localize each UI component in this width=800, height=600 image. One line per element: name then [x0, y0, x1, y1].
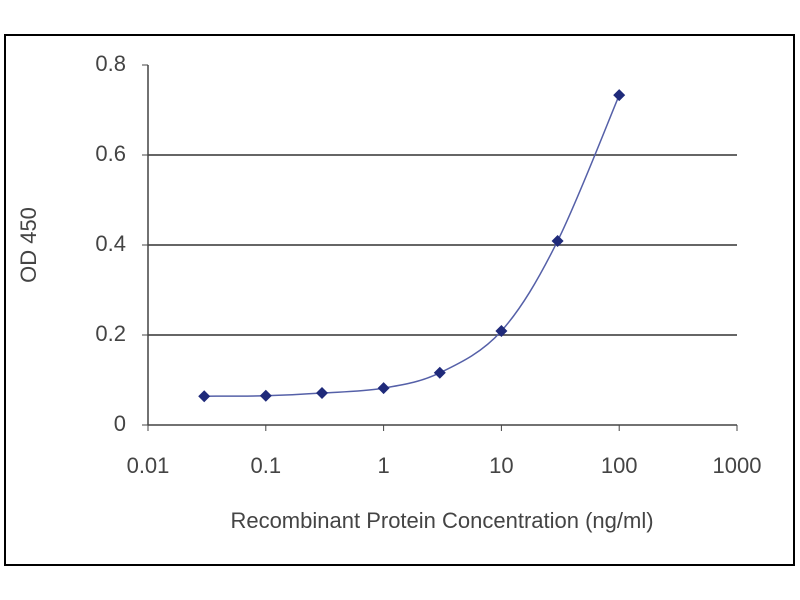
data-point — [495, 324, 508, 337]
x-tick-label: 10 — [489, 453, 513, 478]
data-point — [433, 366, 446, 379]
x-axis-label: Recombinant Protein Concentration (ng/ml… — [230, 508, 653, 533]
x-tick-label: 0.01 — [127, 453, 170, 478]
data-point — [551, 234, 564, 247]
y-axis-label: OD 450 — [16, 207, 41, 283]
data-point — [259, 389, 272, 402]
x-tick-label: 1 — [377, 453, 389, 478]
y-tick-label: 0.4 — [95, 231, 126, 256]
data-point — [377, 382, 390, 395]
data-point — [316, 387, 329, 400]
frame — [4, 34, 795, 566]
x-tick-label: 100 — [601, 453, 638, 478]
y-tick-label: 0.6 — [95, 141, 126, 166]
y-tick-label: 0.8 — [95, 51, 126, 76]
data-point — [198, 390, 211, 403]
y-tick-label: 0 — [114, 411, 126, 436]
data-point — [613, 89, 626, 102]
x-tick-label: 0.1 — [251, 453, 282, 478]
y-tick-label: 0.2 — [95, 321, 126, 346]
x-tick-label: 1000 — [713, 453, 762, 478]
